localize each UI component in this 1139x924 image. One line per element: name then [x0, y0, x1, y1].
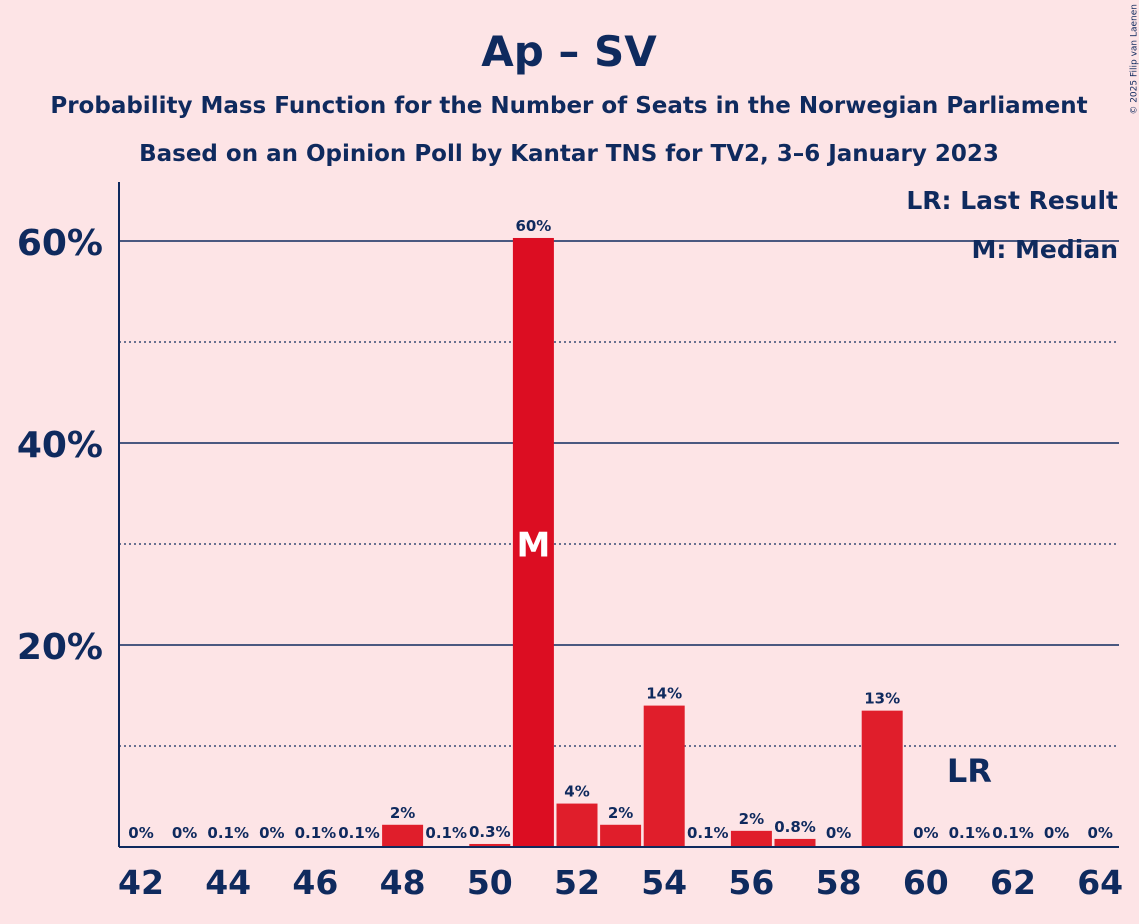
data-label-seat-46: 0.1% — [295, 824, 337, 842]
x-tick-label: 50 — [467, 863, 513, 902]
bar-seat-56 — [730, 830, 772, 847]
bar-seat-52 — [556, 803, 598, 847]
median-marker: M — [516, 525, 550, 565]
data-label-seat-61: 0.1% — [949, 824, 991, 842]
data-label-seat-63: 0% — [1044, 824, 1069, 842]
bar-seat-59 — [861, 710, 903, 847]
last-result-marker: LR — [947, 752, 992, 790]
legend-last-result: LR: Last Result — [906, 186, 1118, 215]
bar-seat-51 — [512, 237, 554, 848]
data-label-seat-60: 0% — [913, 824, 938, 842]
bar-seat-48 — [382, 824, 424, 847]
data-label-seat-53: 2% — [608, 804, 633, 822]
x-tick-label: 54 — [641, 863, 687, 902]
bar-seat-54 — [643, 705, 685, 847]
data-label-seat-43: 0% — [172, 824, 197, 842]
data-label-seat-47: 0.1% — [338, 824, 380, 842]
axes-group: 20% 40% 60% 42 44 46 48 50 52 54 56 58 60 62 64 — [17, 182, 1123, 902]
data-label-seat-54: 14% — [646, 685, 682, 703]
y-tick-label: 60% — [17, 223, 103, 264]
chart-title: Ap – SV — [481, 27, 657, 76]
x-tick-label: 58 — [816, 863, 862, 902]
data-label-seat-49: 0.1% — [425, 824, 467, 842]
data-label-seat-42: 0% — [128, 824, 153, 842]
x-tick-label: 42 — [118, 863, 164, 902]
x-tick-label: 52 — [554, 863, 600, 902]
data-label-seat-45: 0% — [259, 824, 284, 842]
bar-seat-53 — [600, 824, 642, 847]
x-tick-label: 62 — [990, 863, 1036, 902]
bars-group: 0% 0% 0.1% 0% 0.1% 0.1%2%0.1% 0.3%60%4%2%14%0.… — [128, 217, 1113, 848]
x-tick-label: 60 — [903, 863, 949, 902]
x-tick-label: 46 — [292, 863, 338, 902]
data-label-seat-50: 0.3% — [469, 823, 511, 841]
data-label-seat-44: 0.1% — [207, 824, 249, 842]
y-tick-label: 40% — [17, 425, 103, 466]
data-label-seat-62: 0.1% — [992, 824, 1034, 842]
data-label-seat-48: 2% — [390, 804, 415, 822]
data-label-seat-59: 13% — [864, 690, 900, 708]
data-label-seat-56: 2% — [739, 810, 764, 828]
bar-seat-57 — [774, 838, 816, 847]
data-label-seat-52: 4% — [564, 783, 589, 801]
bar-seat-50 — [469, 843, 511, 847]
copyright-notice: © 2025 Filip van Laenen — [1130, 4, 1139, 115]
y-tick-label: 20% — [17, 627, 103, 668]
data-label-seat-57: 0.8% — [774, 818, 816, 836]
x-tick-label: 56 — [728, 863, 774, 902]
chart-subtitle-line1: Probability Mass Function for the Number… — [50, 93, 1087, 119]
grid-lines — [119, 240, 1119, 747]
x-tick-label: 44 — [205, 863, 251, 902]
x-tick-label: 64 — [1077, 863, 1123, 902]
data-label-seat-51: 60% — [515, 217, 551, 235]
legend-median: M: Median — [971, 235, 1118, 264]
data-label-seat-64: 0% — [1087, 824, 1112, 842]
chart-subtitle-line2: Based on an Opinion Poll by Kantar TNS f… — [139, 141, 999, 167]
data-label-seat-58: 0% — [826, 824, 851, 842]
x-tick-label: 48 — [380, 863, 426, 902]
data-label-seat-55: 0.1% — [687, 824, 729, 842]
